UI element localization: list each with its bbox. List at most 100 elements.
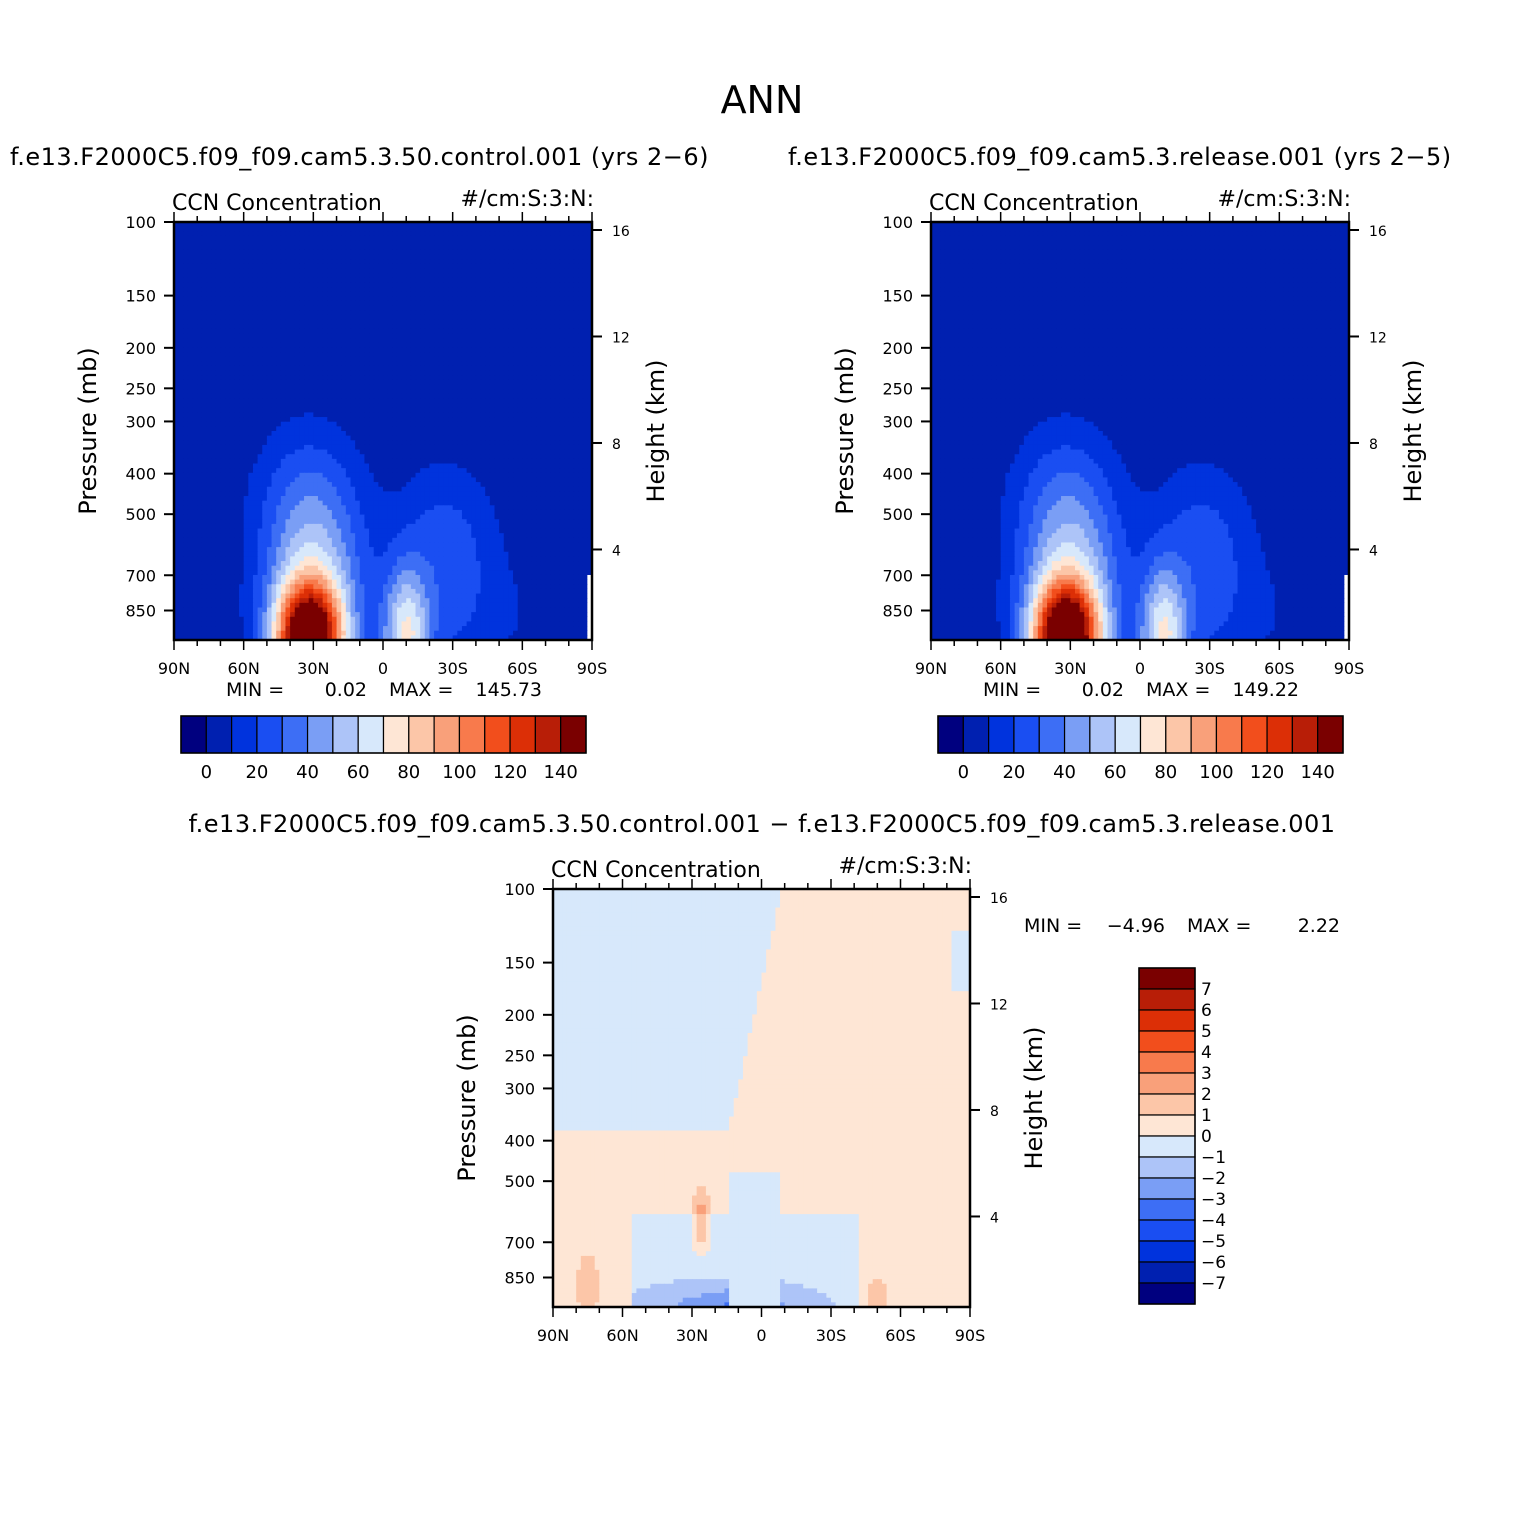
contour-cell [187, 254, 194, 260]
contour-cell [322, 398, 328, 404]
contour-cell [536, 338, 542, 344]
contour-cell [582, 240, 588, 246]
contour-cell [396, 226, 403, 232]
contour-cell [243, 379, 249, 386]
contour-cell [587, 333, 592, 339]
contour-cell [290, 356, 296, 362]
contour-cell [531, 361, 537, 367]
contour-cell [401, 421, 407, 427]
contour-cell [406, 398, 412, 404]
contour-cell [206, 454, 212, 460]
contour-cell [573, 403, 579, 409]
contour-cell [183, 393, 189, 400]
contour-cell [243, 370, 249, 376]
contour-cell [587, 314, 592, 321]
contour-cell [201, 291, 208, 297]
contour-cell [317, 454, 324, 460]
contour-cell [248, 361, 254, 367]
contour-cell [424, 440, 431, 446]
contour-cell [317, 273, 324, 279]
contour-cell [573, 440, 579, 446]
contour-cell [192, 449, 198, 455]
contour-cell [392, 454, 398, 460]
contour-cell [294, 370, 300, 376]
contour-cell [345, 477, 352, 483]
contour-cell [578, 328, 584, 335]
contour-cell [299, 477, 305, 483]
contour-cell [262, 314, 268, 321]
contour-cell [383, 231, 389, 237]
contour-cell [327, 412, 333, 418]
contour-cell [373, 458, 379, 465]
contour-cell [494, 259, 500, 265]
contour-cell [564, 268, 570, 274]
contour-cell [183, 417, 189, 423]
contour-cell [304, 287, 310, 293]
contour-cell [429, 454, 435, 460]
contour-cell [503, 259, 509, 265]
contour-cell [313, 282, 319, 288]
contour-cell [410, 435, 417, 441]
contour-cell [424, 444, 431, 451]
contour-cell [457, 356, 463, 362]
contour-cell [564, 287, 570, 293]
contour-cell [448, 319, 454, 325]
contour-cell [531, 287, 537, 293]
contour-cell [471, 352, 477, 358]
contour-cell [415, 379, 421, 386]
contour-cell [271, 468, 277, 474]
contour-cell [494, 319, 500, 325]
contour-cell [475, 268, 482, 274]
contour-cell [192, 347, 198, 353]
contour-cell [429, 268, 435, 274]
contour-cell [276, 259, 282, 265]
contour-cell [582, 412, 588, 418]
contour-cell [350, 435, 356, 441]
contour-cell [461, 273, 468, 279]
contour-cell [290, 226, 296, 232]
contour-cell [187, 389, 194, 395]
contour-cell [383, 384, 389, 390]
contour-cell [401, 393, 407, 400]
contour-cell [475, 370, 482, 376]
contour-cell [369, 324, 375, 330]
contour-cell [271, 268, 277, 274]
contour-cell [257, 338, 263, 344]
contour-cell [313, 222, 319, 228]
contour-cell [499, 324, 505, 330]
contour-cell [178, 398, 184, 404]
contour-cell [494, 231, 500, 237]
contour-cell [220, 431, 226, 437]
contour-cell [522, 361, 528, 367]
contour-cell [355, 412, 361, 418]
contour-cell [448, 426, 454, 432]
contour-cell [220, 352, 226, 358]
contour-cell [461, 431, 468, 437]
contour-cell [266, 291, 273, 297]
contour-cell [434, 282, 440, 288]
contour-cell [378, 407, 384, 414]
contour-cell [327, 356, 333, 362]
contour-cell [317, 361, 324, 367]
contour-cell [308, 468, 314, 474]
contour-cell [266, 403, 273, 409]
contour-cell [355, 468, 361, 474]
contour-cell [526, 393, 533, 400]
contour-cell [364, 319, 370, 325]
contour-cell [564, 222, 570, 228]
contour-cell [406, 314, 412, 321]
contour-cell [350, 440, 356, 446]
contour-cell [201, 314, 208, 321]
contour-cell [285, 231, 291, 237]
contour-cell [578, 472, 584, 479]
contour-cell [299, 384, 305, 390]
contour-cell [304, 259, 310, 265]
contour-cell [443, 310, 449, 316]
contour-cell [457, 328, 463, 335]
contour-cell [448, 305, 454, 311]
contour-cell [513, 370, 519, 376]
contour-cell [559, 231, 565, 237]
contour-cell [383, 356, 389, 362]
contour-cell [276, 328, 282, 335]
contour-cell [225, 417, 231, 423]
